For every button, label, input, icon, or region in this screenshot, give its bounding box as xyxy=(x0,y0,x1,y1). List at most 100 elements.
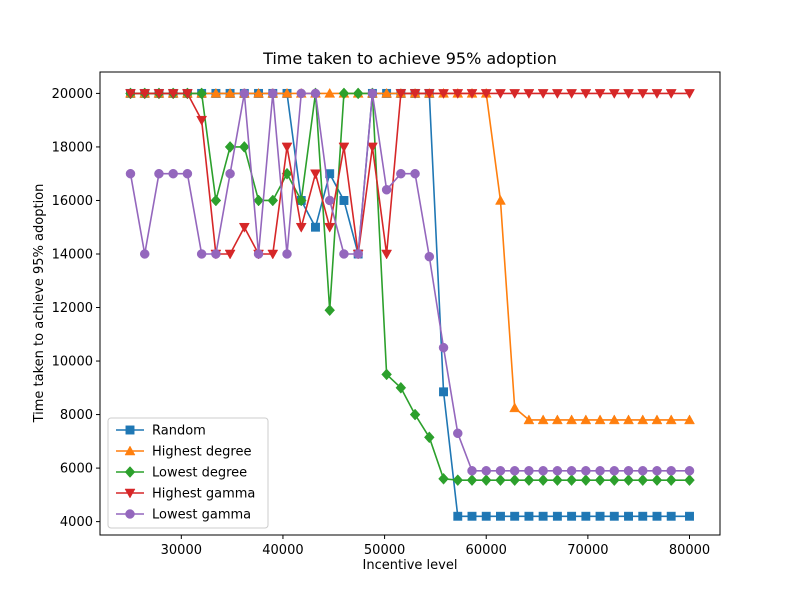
data-point xyxy=(510,511,520,521)
data-point xyxy=(581,511,591,521)
series-highest-degree xyxy=(125,87,695,425)
data-point xyxy=(638,511,648,521)
data-point xyxy=(224,87,236,98)
data-point xyxy=(685,511,694,521)
series-line xyxy=(130,92,690,481)
data-point xyxy=(651,474,663,487)
y-tick-label: 8000 xyxy=(60,408,93,423)
data-point xyxy=(281,87,293,98)
data-point xyxy=(452,474,464,487)
data-point xyxy=(581,466,591,476)
legend-label: Lowest gamma xyxy=(152,508,251,523)
data-point xyxy=(524,511,534,521)
legend-marker xyxy=(124,488,136,499)
legend: Random Highest degree Lowest degree Highest… xyxy=(107,417,269,529)
data-point xyxy=(381,185,392,195)
data-point xyxy=(424,251,435,262)
data-point xyxy=(684,474,695,487)
x-tick-label: 60000 xyxy=(466,543,507,558)
data-point xyxy=(509,474,520,487)
data-point xyxy=(524,466,534,476)
legend-label: Lowest degree xyxy=(152,466,247,481)
data-point xyxy=(665,414,677,425)
data-point xyxy=(566,89,578,99)
data-point xyxy=(580,89,592,99)
y-tick-label: 14000 xyxy=(52,247,93,262)
data-point xyxy=(253,249,264,259)
data-point xyxy=(495,194,506,205)
data-point xyxy=(594,89,606,99)
data-point xyxy=(551,89,563,99)
data-point xyxy=(538,466,548,476)
data-point xyxy=(595,466,605,476)
data-point xyxy=(523,89,535,99)
data-point xyxy=(295,222,307,233)
data-point xyxy=(594,414,606,425)
data-point xyxy=(623,414,634,425)
legend-marker xyxy=(124,466,136,478)
data-point xyxy=(296,88,306,99)
y-axis-label: Time taken to achieve 95% adoption xyxy=(32,184,47,424)
data-point xyxy=(310,169,321,180)
legend-label: Highest gamma xyxy=(152,487,255,502)
data-point xyxy=(665,89,677,99)
data-point xyxy=(396,168,406,179)
data-point xyxy=(181,89,193,99)
data-point xyxy=(467,466,477,476)
series-line xyxy=(129,92,690,472)
data-point xyxy=(268,88,278,99)
legend-marker xyxy=(125,509,135,519)
data-point xyxy=(267,194,279,207)
data-point xyxy=(239,141,250,153)
data-point xyxy=(652,466,662,476)
data-point xyxy=(638,466,648,476)
data-point xyxy=(154,168,164,179)
data-point xyxy=(267,249,279,260)
legend-marker xyxy=(125,425,135,435)
data-point xyxy=(409,408,421,421)
data-point xyxy=(310,88,321,99)
data-point xyxy=(552,466,563,476)
data-point xyxy=(523,414,535,425)
data-point xyxy=(139,249,150,259)
data-point xyxy=(608,414,620,425)
data-point xyxy=(466,89,478,99)
data-point xyxy=(395,381,407,394)
x-tick-label: 40000 xyxy=(262,543,303,558)
data-point xyxy=(509,466,520,476)
data-point xyxy=(139,89,151,99)
data-point xyxy=(623,466,634,476)
data-point xyxy=(637,474,649,487)
data-point xyxy=(311,222,320,232)
data-point xyxy=(608,89,620,99)
legend-item: Highest degree xyxy=(116,445,251,460)
axes-frame xyxy=(99,71,721,536)
data-point xyxy=(509,89,521,99)
data-point xyxy=(651,89,663,99)
data-point xyxy=(623,89,634,99)
data-point xyxy=(196,115,208,126)
legend-item: Lowest degree xyxy=(116,466,247,481)
series-highest-gamma xyxy=(125,89,695,260)
data-point xyxy=(196,249,207,259)
data-point xyxy=(552,511,562,521)
data-point xyxy=(239,88,250,99)
data-point xyxy=(684,89,695,99)
data-point xyxy=(538,511,548,521)
data-point xyxy=(609,511,619,521)
x-axis-label: Incentive level xyxy=(363,558,458,573)
data-point xyxy=(125,168,136,179)
data-point xyxy=(652,511,662,521)
data-point xyxy=(409,89,421,99)
plot-area xyxy=(125,87,695,521)
data-point xyxy=(523,474,535,487)
data-point xyxy=(366,142,378,153)
data-point xyxy=(567,511,577,521)
x-tick-label: 30000 xyxy=(161,543,202,558)
legend-item: Lowest gamma xyxy=(116,508,251,523)
data-point xyxy=(466,474,478,487)
legend-label: Random xyxy=(152,424,206,439)
data-point xyxy=(439,387,448,397)
data-point xyxy=(666,466,676,476)
